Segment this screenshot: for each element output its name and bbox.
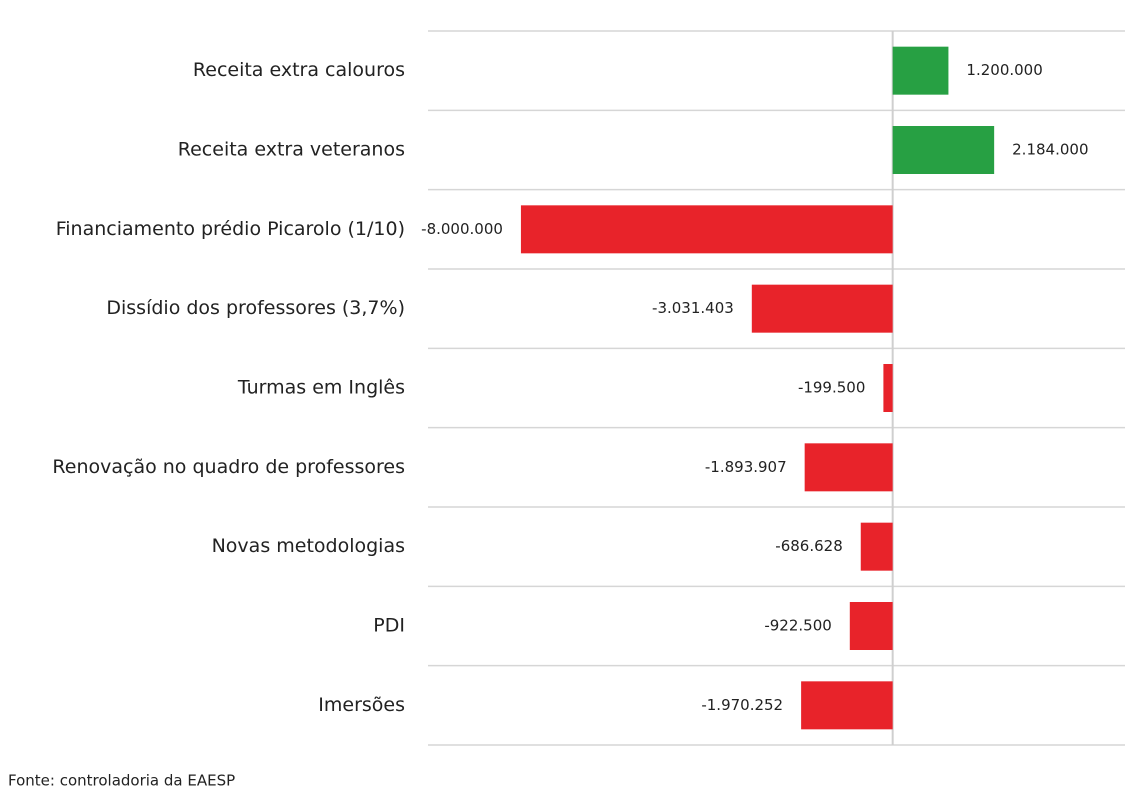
category-label: Receita extra veteranos	[178, 139, 405, 161]
value-label: 2.184.000	[1012, 141, 1088, 159]
bar	[804, 443, 893, 492]
category-label: Turmas em Inglês	[237, 377, 405, 399]
bar	[892, 126, 995, 174]
value-label: -1.893.907	[705, 458, 787, 476]
category-label: PDI	[373, 615, 405, 637]
value-label: -3.031.403	[652, 299, 734, 317]
value-label: -199.500	[798, 379, 865, 397]
bar	[883, 364, 893, 412]
source-note: Fonte: controladoria da EAESP	[8, 772, 235, 790]
category-label: Novas metodologias	[212, 535, 405, 557]
value-label: -8.000.000	[421, 220, 503, 238]
bar	[751, 284, 893, 333]
value-label: -686.628	[775, 537, 842, 555]
bar	[801, 681, 893, 730]
bar	[849, 602, 893, 650]
category-label: Dissídio dos professores (3,7%)	[106, 297, 405, 319]
value-label: 1.200.000	[966, 61, 1042, 79]
category-label: Receita extra calouros	[193, 59, 405, 81]
category-label: Renovação no quadro de professores	[52, 456, 405, 478]
bar	[860, 522, 893, 571]
category-label: Imersões	[318, 694, 405, 716]
value-label: -1.970.252	[701, 696, 783, 714]
bar	[892, 46, 949, 95]
category-label: Financiamento prédio Picarolo (1/10)	[56, 218, 405, 240]
bar	[520, 205, 893, 254]
value-label: -922.500	[764, 617, 831, 635]
